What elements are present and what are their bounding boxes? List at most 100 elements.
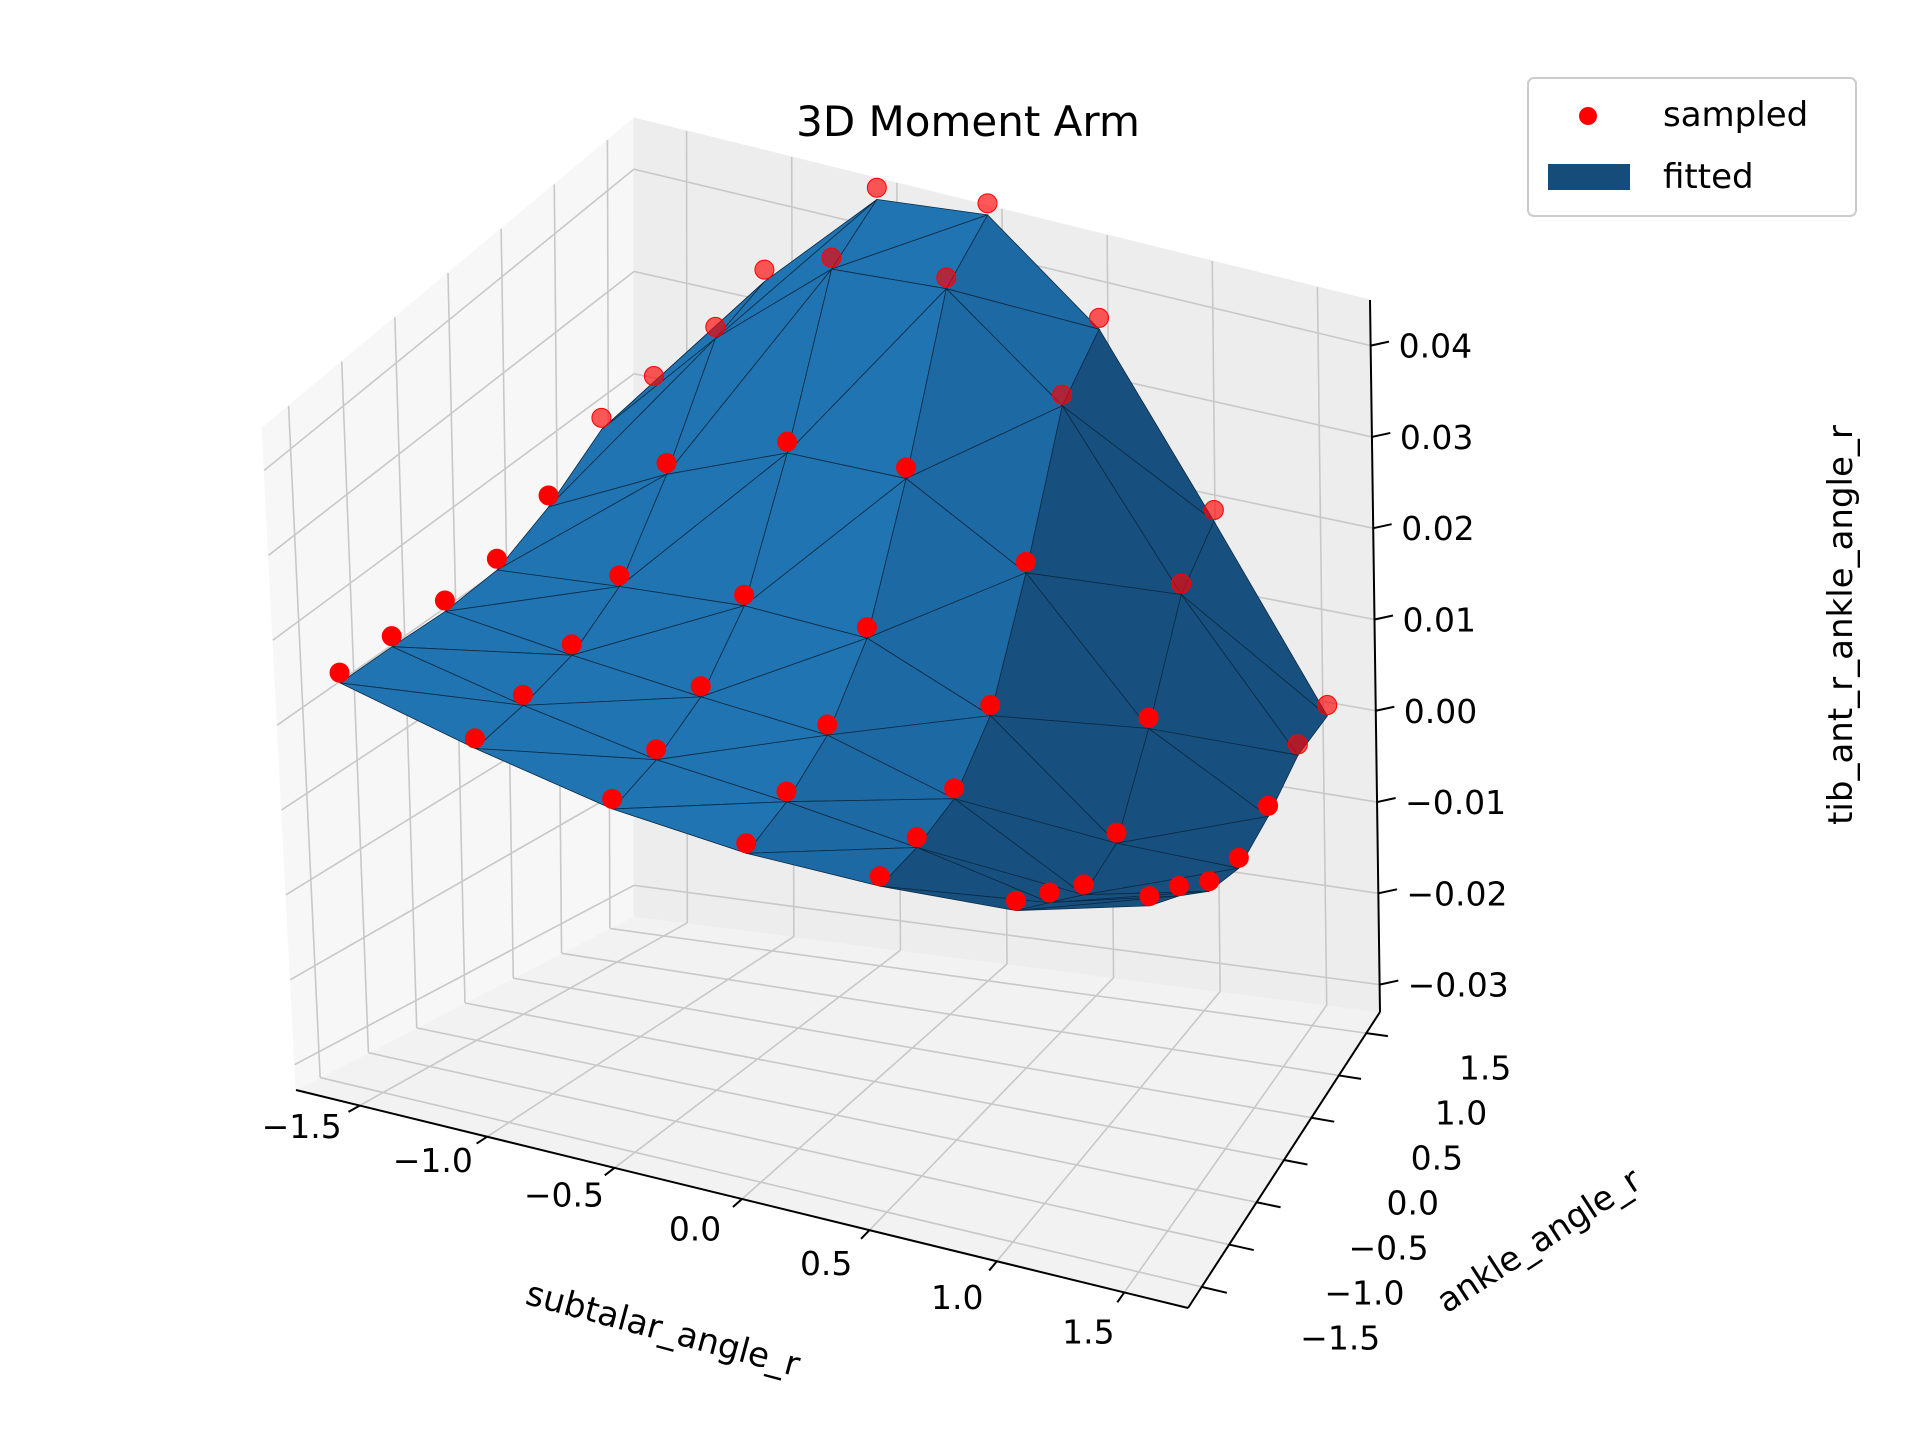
y-tick-mark <box>1201 1285 1228 1294</box>
sampled-point <box>1106 822 1127 843</box>
sampled-point <box>434 590 455 611</box>
chart-title: 3D Moment Arm <box>796 97 1140 146</box>
x-tick-label: −1.5 <box>262 1107 342 1146</box>
sampled-point <box>1203 500 1224 521</box>
legend-fitted-label: fitted <box>1663 157 1754 197</box>
sampled-point <box>777 431 798 452</box>
sampled-point <box>1089 307 1110 328</box>
sampled-point <box>980 695 1001 716</box>
y-gridline-floor <box>319 1076 1202 1288</box>
sampled-point <box>1228 847 1249 868</box>
x-tick-mark <box>604 1167 616 1177</box>
y-tick-label: 0.5 <box>1411 1139 1463 1178</box>
x-tick-label: −1.0 <box>393 1141 473 1180</box>
surface-facet <box>1016 895 1180 911</box>
x-tick-mark <box>860 1229 871 1240</box>
z-tick-mark <box>1378 888 1398 895</box>
z-tick-mark <box>1370 340 1390 347</box>
y-tick-mark <box>1283 1159 1308 1166</box>
z-tick-label: 0.03 <box>1400 418 1473 457</box>
x-tick-label: −0.5 <box>524 1175 604 1214</box>
sampled-point <box>1039 882 1060 903</box>
sampled-point <box>1317 695 1338 716</box>
y-gridline-floor <box>368 1051 1230 1246</box>
sampled-point <box>486 548 507 569</box>
sampled-point <box>734 584 755 605</box>
sampled-point <box>856 617 877 638</box>
z-tick-mark <box>1374 614 1394 621</box>
legend: sampled fitted <box>1527 77 1857 217</box>
sampled-point <box>869 866 890 887</box>
sampled-point <box>1052 384 1073 405</box>
sampled-point <box>381 626 402 647</box>
z-axis-label: tib_ant_r_ankle_angle_r <box>1821 425 1861 825</box>
sampled-point <box>1287 734 1308 755</box>
sampled-point <box>646 739 667 760</box>
sampled-point <box>538 485 559 506</box>
z-tick-label: 0.04 <box>1399 327 1472 366</box>
z-tick-label: −0.01 <box>1405 783 1506 822</box>
sampled-point <box>1139 886 1160 907</box>
y-axis-label: ankle_angle_r <box>1430 1160 1649 1321</box>
z-tick-mark <box>1371 431 1391 438</box>
y-tick-mark <box>1256 1201 1281 1209</box>
sampled-point <box>906 827 927 848</box>
x-tick-mark <box>1116 1291 1126 1303</box>
sampled-point <box>1005 890 1026 911</box>
sampled-point <box>591 407 612 428</box>
legend-sampled-marker <box>1579 107 1597 125</box>
sampled-point <box>609 565 630 586</box>
sampled-point <box>602 788 623 809</box>
sampled-point <box>705 316 726 337</box>
z-gridline-left <box>289 782 635 981</box>
sampled-point <box>1168 875 1189 896</box>
y-tick-label: 1.5 <box>1459 1049 1511 1088</box>
sampled-point <box>866 177 887 198</box>
x-tick-mark <box>988 1260 998 1272</box>
sampled-point <box>817 714 838 735</box>
sampled-point <box>643 366 664 387</box>
z-gridline-left <box>268 270 635 556</box>
sampled-point <box>977 193 998 214</box>
x-tick-label: 1.0 <box>931 1278 983 1317</box>
sampled-point <box>821 247 842 268</box>
y-tick-label: −0.5 <box>1348 1229 1428 1268</box>
z-tick-mark <box>1376 797 1396 804</box>
y-tick-mark <box>1311 1116 1335 1123</box>
z-gridline-back <box>633 884 1380 986</box>
y-tick-mark <box>1338 1074 1362 1080</box>
y-tick-label: −1.0 <box>1324 1274 1404 1313</box>
x-tick-mark <box>476 1135 488 1145</box>
sampled-point <box>895 457 916 478</box>
sampled-point <box>936 267 957 288</box>
z-gridline-left <box>272 373 635 641</box>
sampled-point <box>690 676 711 697</box>
y-gridline-floor <box>561 952 1339 1077</box>
y-tick-label: 0.0 <box>1386 1184 1438 1223</box>
fitted-surface <box>338 198 1328 912</box>
sampled-point <box>561 634 582 655</box>
x-tick-label: 0.5 <box>800 1244 852 1283</box>
z-tick-mark <box>1379 979 1399 986</box>
y-tick-mark <box>1366 1032 1389 1038</box>
x-tick-mark <box>347 1104 361 1113</box>
z-tick-mark <box>1375 705 1395 712</box>
sampled-point <box>1258 795 1279 816</box>
sampled-point <box>512 684 533 705</box>
z-tick-label: 0.00 <box>1404 692 1477 731</box>
y-gridline-floor <box>513 977 1312 1119</box>
z-tick-label: −0.03 <box>1408 966 1509 1005</box>
x-tick-label: 0.0 <box>669 1210 721 1249</box>
legend-sampled-label: sampled <box>1663 95 1808 135</box>
sampled-point <box>754 259 775 280</box>
tick-labels: −1.5−1.0−0.50.00.51.01.5 −1.5−1.0−0.50.00… <box>262 327 1512 1358</box>
sampled-point <box>776 781 797 802</box>
sampled-point <box>1199 871 1220 892</box>
legend-fitted-swatch <box>1548 164 1630 190</box>
sampled-point <box>464 728 485 749</box>
y-tick-label: 1.0 <box>1435 1094 1487 1133</box>
z-gridline-left <box>263 168 635 472</box>
y-gridline-floor <box>464 1002 1285 1161</box>
sampled-point <box>944 778 965 799</box>
